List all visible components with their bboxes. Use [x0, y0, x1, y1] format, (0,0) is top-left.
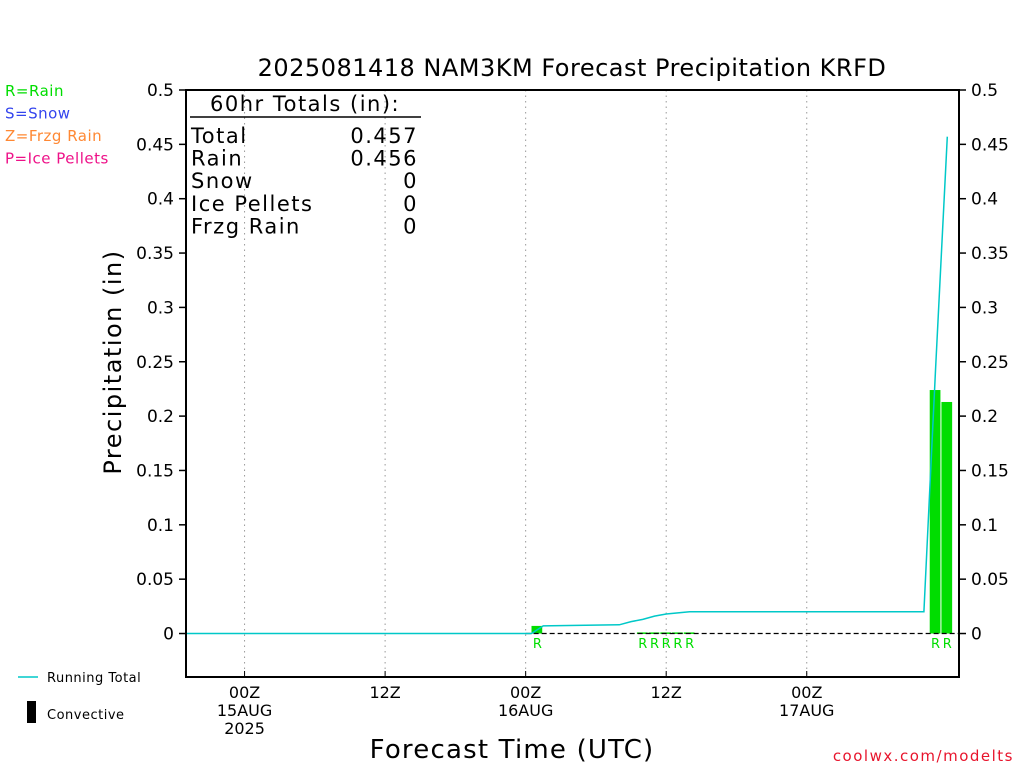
y-tick-label: 0.5 [147, 81, 174, 101]
plot-frame [185, 89, 960, 678]
totals-row-value: 0.457 [350, 124, 418, 148]
precip-bar [941, 401, 953, 634]
y-tick-label: 0 [163, 625, 174, 645]
y-axis-label: Precipitation (in) [99, 249, 127, 474]
chart-title: 2025081418 NAM3KM Forecast Precipitation… [258, 54, 887, 82]
totals-row-value: 0 [403, 214, 418, 238]
convective-legend-label: Convective [47, 708, 125, 723]
precip-bar [672, 632, 683, 634]
totals-rows: Total 0.457 Rain 0.456 Snow 0 Ice Pellets 0 Frzg… [190, 124, 418, 238]
gridlines [244, 90, 808, 677]
y-tick-label: 0.45 [136, 135, 174, 155]
y-tick-label: 0.4 [147, 190, 174, 210]
y-tick-label: 0.05 [136, 570, 174, 590]
y-tick-label-right: 0.35 [971, 244, 1009, 264]
y-tick-label-right: 0.3 [971, 298, 998, 318]
precip-type-label: R [931, 637, 940, 652]
x-tick-label: 00Z [510, 683, 541, 702]
y-tick-label-right: 0.5 [971, 81, 998, 101]
y-axis-left-ticks: 0 0.05 0.1 0.15 0.2 0.25 0.3 0.35 0.4 0.45 0.5 [136, 81, 186, 645]
y-tick-label-right: 0.4 [971, 190, 998, 210]
y-tick-label: 0.3 [147, 298, 174, 318]
y-tick-label: 0.2 [147, 407, 174, 427]
precip-type-label: R [638, 637, 647, 652]
y-tick-label-right: 0.15 [971, 461, 1009, 481]
precip-type-legend-item: Z=Frzg Rain [5, 127, 102, 145]
x-axis-label: Forecast Time (UTC) [370, 735, 655, 765]
y-tick-label-right: 0.25 [971, 353, 1009, 373]
precip-bars [531, 390, 953, 634]
x-tick-label: 16AUG [498, 701, 553, 720]
precip-bar [929, 390, 941, 634]
x-tick-label: 00Z [229, 683, 260, 702]
y-tick-label: 0.35 [136, 244, 174, 264]
x-tick-label: 00Z [791, 683, 822, 702]
totals-row-label: Frzg Rain [191, 214, 301, 238]
y-tick-label-right: 0.45 [971, 135, 1009, 155]
y-tick-label: 0.15 [136, 461, 174, 481]
y-tick-label-right: 0.1 [971, 516, 998, 536]
credit-text: coolwx.com/modelts [833, 747, 1014, 765]
totals-row-label: Ice Pellets [191, 192, 313, 216]
y-tick-label-right: 0.05 [971, 570, 1009, 590]
precip-type-legend-item: R=Rain [5, 82, 64, 100]
precip-type-label: R [673, 637, 682, 652]
precip-type-legend: R=Rain S=Snow Z=Frzg Rain P=Ice Pellets [5, 82, 109, 168]
y-tick-label: 0.25 [136, 353, 174, 373]
totals-row-value: 0 [403, 169, 418, 193]
totals-box: 60hr Totals (in): Total 0.457 Rain 0.456 Sno… [190, 92, 421, 238]
precip-type-legend-item: P=Ice Pellets [5, 150, 109, 168]
x-tick-label: 15AUG [217, 701, 272, 720]
precip-type-label: R [943, 637, 952, 652]
precip-type-label: R [533, 637, 542, 652]
x-tick-label: 17AUG [779, 701, 834, 720]
x-tick-label: 12Z [651, 683, 682, 702]
totals-row-value: 0 [403, 192, 418, 216]
totals-row-label: Snow [191, 169, 254, 193]
y-tick-label-right: 0.2 [971, 407, 998, 427]
precip-type-label: R [650, 637, 659, 652]
series-legend: Running Total Convective [18, 671, 141, 723]
x-tick-label: 12Z [369, 683, 400, 702]
y-tick-label-right: 0 [971, 625, 982, 645]
totals-row-label: Total [190, 124, 248, 148]
running-total-line [186, 136, 949, 635]
totals-title: 60hr Totals (in): [210, 92, 400, 116]
precip-type-legend-item: S=Snow [5, 105, 71, 123]
convective-legend-swatch [27, 701, 36, 723]
totals-row-value: 0.456 [350, 147, 418, 171]
y-tick-label: 0.1 [147, 516, 174, 536]
precip-type-label: R [662, 637, 671, 652]
precip-type-label: R [685, 637, 694, 652]
y-axis-right-ticks: 0 0.05 0.1 0.15 0.2 0.25 0.3 0.35 0.4 0.45 0.5 [959, 81, 1009, 645]
x-tick-label: 2025 [224, 719, 265, 738]
running-total-legend-label: Running Total [47, 671, 141, 686]
totals-row-label: Rain [191, 147, 243, 171]
